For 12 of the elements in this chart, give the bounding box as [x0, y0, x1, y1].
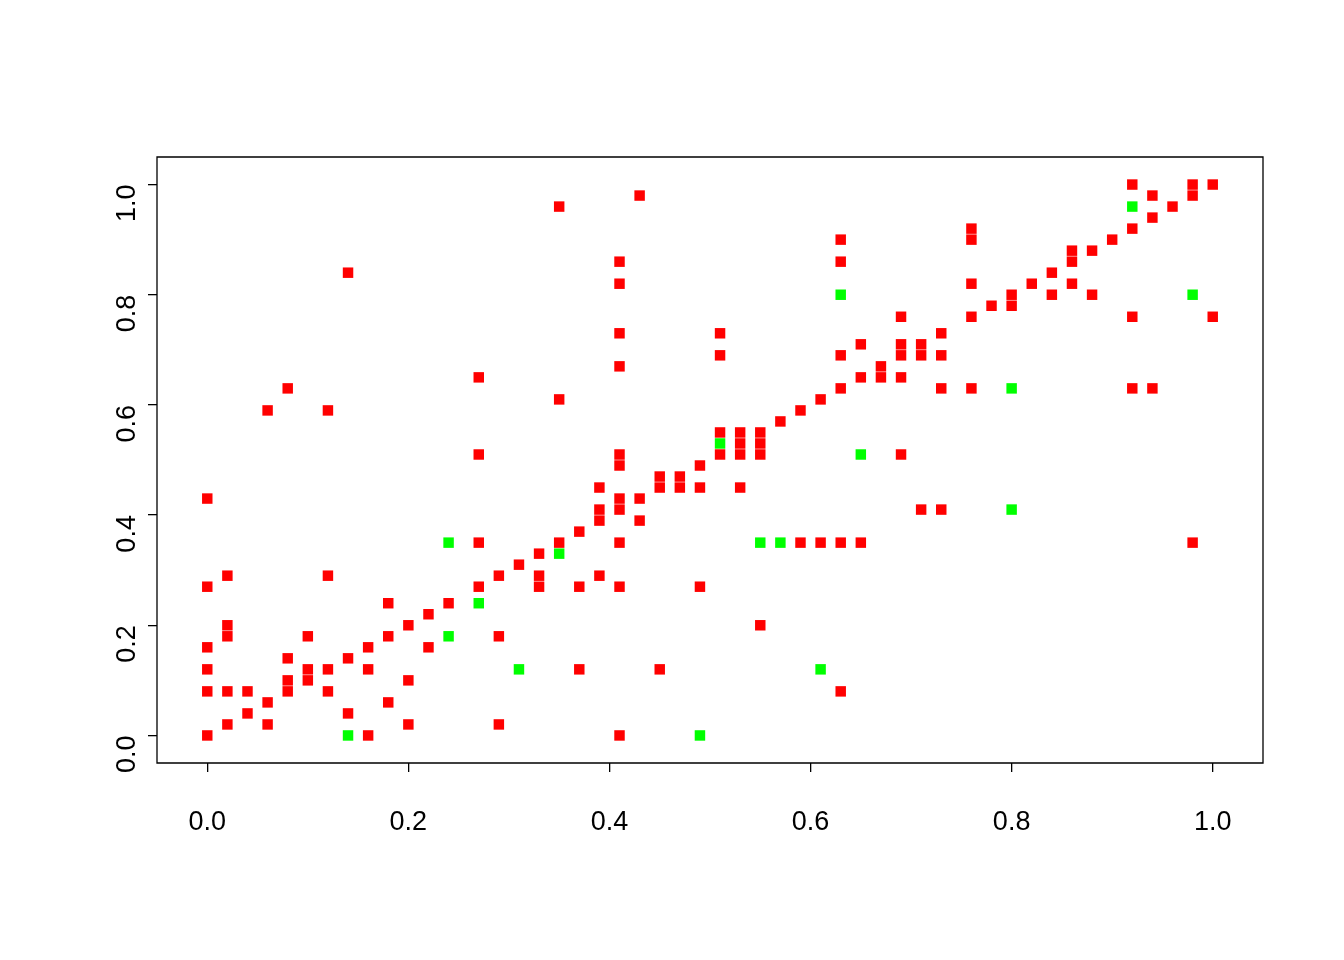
x-tick-label: 0.2: [389, 805, 428, 836]
y-tick-label: 0.2: [111, 625, 142, 663]
y-tick-label: 0.6: [111, 404, 142, 443]
x-tick-label: 1.0: [1193, 805, 1232, 836]
x-tick-label: 0.4: [590, 805, 629, 836]
y-tick-label: 0.4: [111, 515, 142, 553]
x-tick-label: 0.8: [992, 805, 1031, 836]
x-tick-label: 0.0: [188, 805, 227, 836]
y-tick-label: 0.8: [111, 294, 142, 333]
y-tick-label: 1.0: [111, 184, 142, 223]
x-tick-label: 0.6: [791, 805, 830, 836]
y-tick-label: 0.0: [111, 735, 142, 773]
